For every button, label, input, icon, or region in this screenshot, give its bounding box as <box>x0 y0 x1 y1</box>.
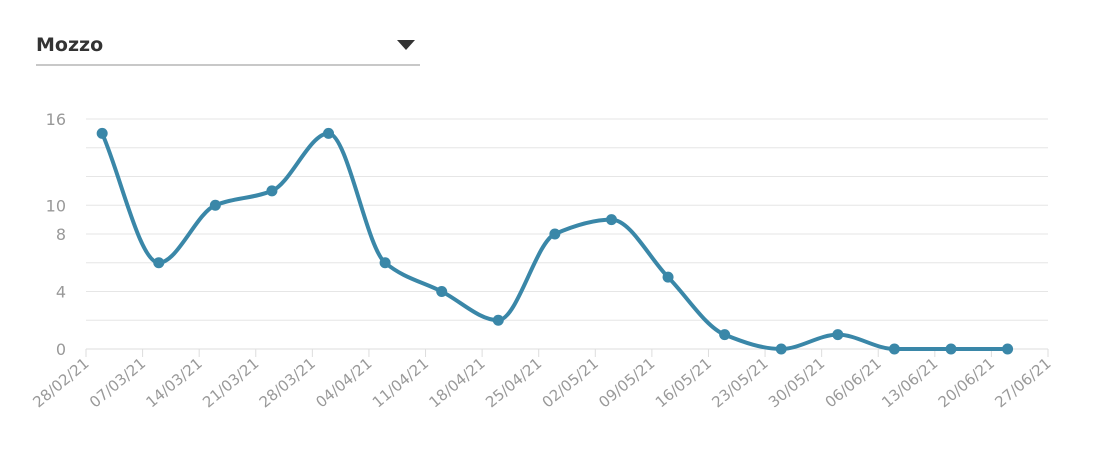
x-tick-label: 23/05/21 <box>708 354 771 411</box>
x-tick-label: 21/03/21 <box>199 354 262 411</box>
data-point[interactable] <box>832 329 844 341</box>
y-tick-label: 10 <box>46 196 66 215</box>
data-point[interactable] <box>436 286 448 297</box>
data-point[interactable] <box>719 329 731 341</box>
dropdown-selected-value: Mozzo <box>36 34 104 56</box>
x-tick-label: 14/03/21 <box>143 354 206 411</box>
y-tick-label: 8 <box>56 225 66 244</box>
data-point[interactable] <box>266 185 278 197</box>
data-points <box>96 127 1014 355</box>
data-point[interactable] <box>888 343 900 355</box>
x-tick-label: 25/04/21 <box>482 354 545 411</box>
data-point[interactable] <box>379 257 391 269</box>
x-tick-label: 18/04/21 <box>426 354 489 411</box>
x-tick-label: 07/03/21 <box>86 354 149 411</box>
x-tick-label: 02/05/21 <box>539 354 602 411</box>
data-point[interactable] <box>96 127 108 139</box>
x-tick-label: 20/06/21 <box>935 354 998 411</box>
data-point[interactable] <box>775 343 787 355</box>
x-tick-label: 04/04/21 <box>312 354 375 411</box>
data-point[interactable] <box>1002 343 1014 355</box>
series-line <box>100 131 1010 351</box>
data-point[interactable] <box>323 127 335 139</box>
data-point[interactable] <box>153 257 165 269</box>
data-point[interactable] <box>662 271 674 283</box>
x-tick-label: 09/05/21 <box>595 354 658 411</box>
x-tick-label: 11/04/21 <box>369 354 432 411</box>
data-point[interactable] <box>492 314 504 326</box>
grid <box>86 118 1048 350</box>
x-tick-label: 06/06/21 <box>822 354 885 411</box>
y-tick-label: 16 <box>46 110 66 129</box>
y-tick-label: 0 <box>56 340 66 359</box>
region-dropdown[interactable]: Mozzo <box>36 22 420 66</box>
y-axis-ticks: 0 4 8 10 16 <box>46 110 66 359</box>
x-axis-ticks: 28/02/2107/03/2114/03/2121/03/2128/03/21… <box>29 349 1055 411</box>
x-tick-label: 28/02/21 <box>29 354 92 411</box>
data-point[interactable] <box>605 214 617 226</box>
x-tick-label: 16/05/21 <box>652 354 715 411</box>
data-point[interactable] <box>549 228 561 240</box>
x-tick-label: 30/05/21 <box>765 354 828 411</box>
y-tick-label: 4 <box>56 283 66 302</box>
data-point[interactable] <box>209 199 221 211</box>
x-tick-label: 13/06/21 <box>878 354 941 411</box>
data-point[interactable] <box>945 343 957 355</box>
x-tick-label: 28/03/21 <box>256 354 319 411</box>
caret-down-icon[interactable] <box>397 40 415 50</box>
x-tick-label: 27/06/21 <box>991 354 1054 411</box>
